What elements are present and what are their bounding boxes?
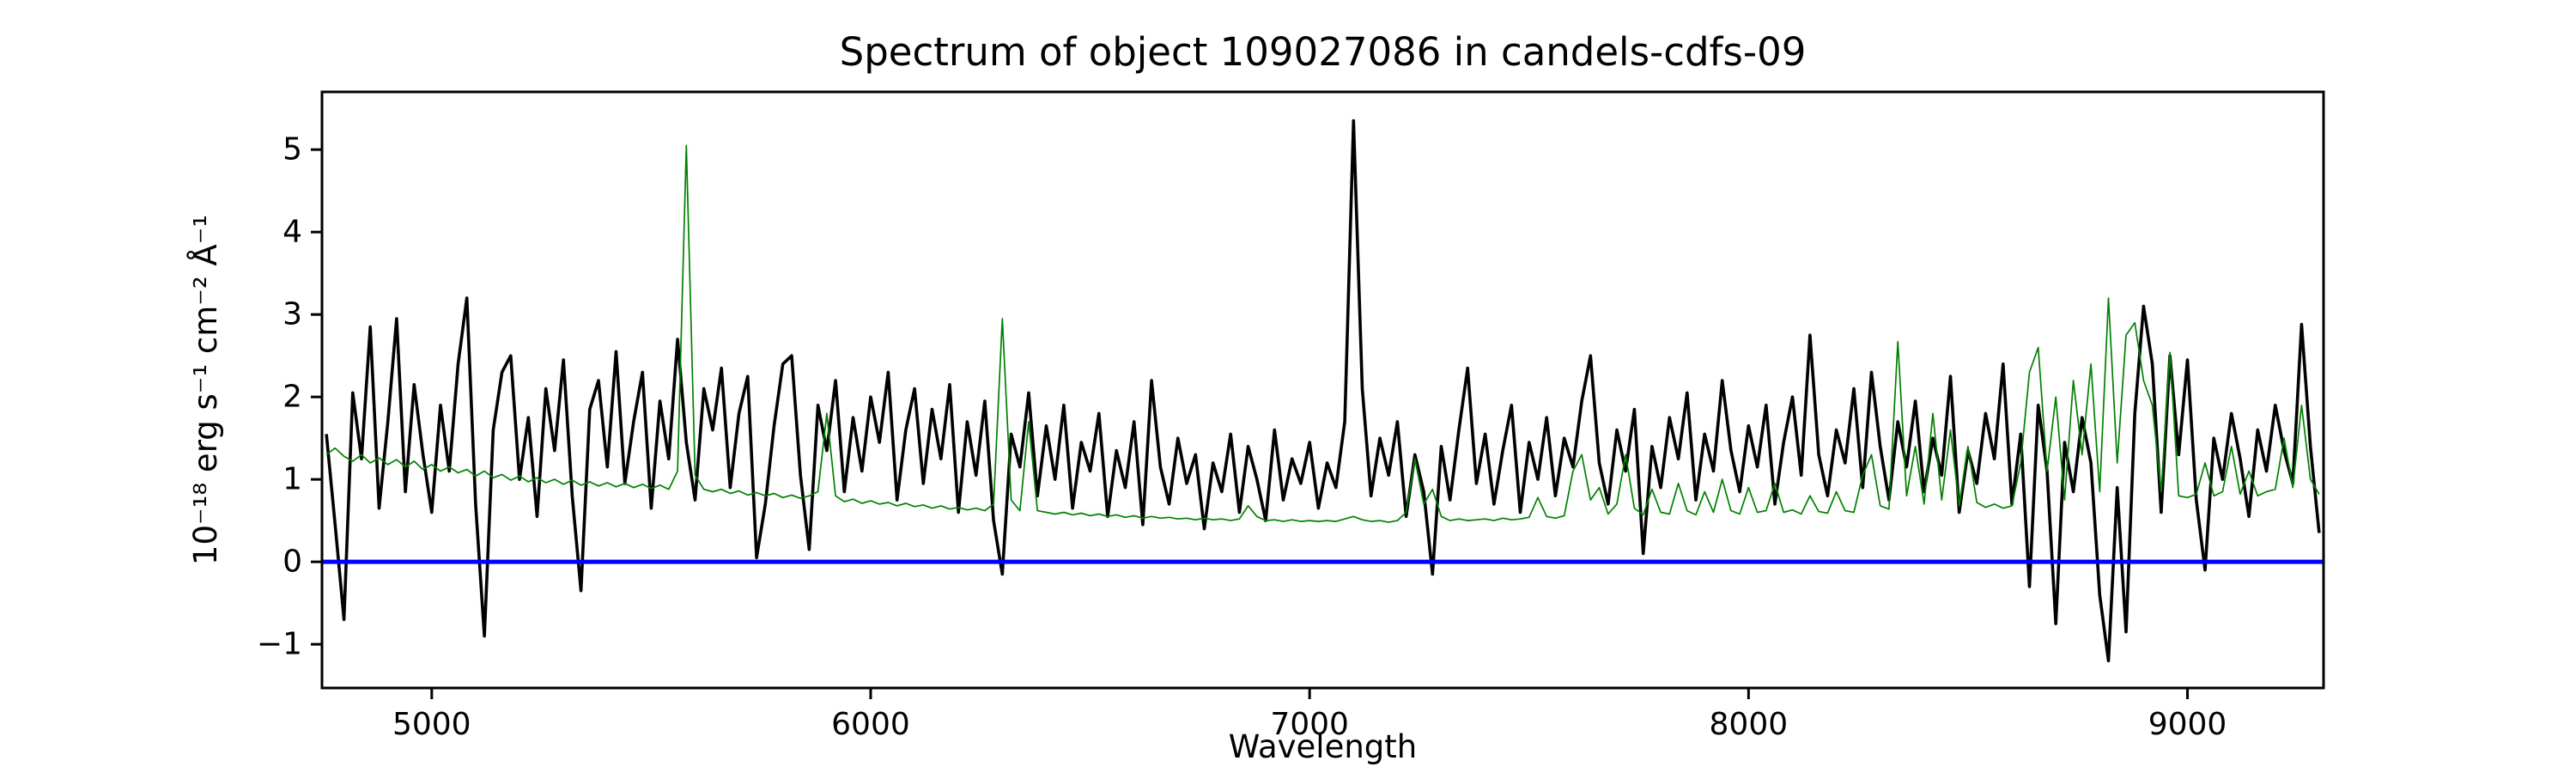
x-tick-label: 6000 <box>831 707 910 742</box>
x-axis-label: Wavelength <box>1228 728 1418 765</box>
y-tick-label: 5 <box>283 132 302 167</box>
flux-line <box>325 119 2321 663</box>
x-tick-label: 5000 <box>392 707 471 742</box>
y-axis-label: 10⁻¹⁸ erg s⁻¹ cm⁻² Å⁻¹ <box>187 214 224 566</box>
y-tick-label: 4 <box>283 215 302 250</box>
plot-frame <box>320 90 2325 690</box>
y-tick-label: 1 <box>283 462 302 497</box>
noise-line <box>325 144 2320 523</box>
y-tick-label: 2 <box>283 380 302 415</box>
y-tick-label: −1 <box>257 627 302 662</box>
x-tick-label: 7000 <box>1270 707 1349 742</box>
x-tick-label: 8000 <box>1710 707 1789 742</box>
plot-title: Spectrum of object 109027086 in candels-… <box>839 29 1807 75</box>
y-tick-label: 0 <box>283 545 302 580</box>
x-tick-label: 9000 <box>2148 707 2227 742</box>
y-tick-label: 3 <box>283 297 302 332</box>
